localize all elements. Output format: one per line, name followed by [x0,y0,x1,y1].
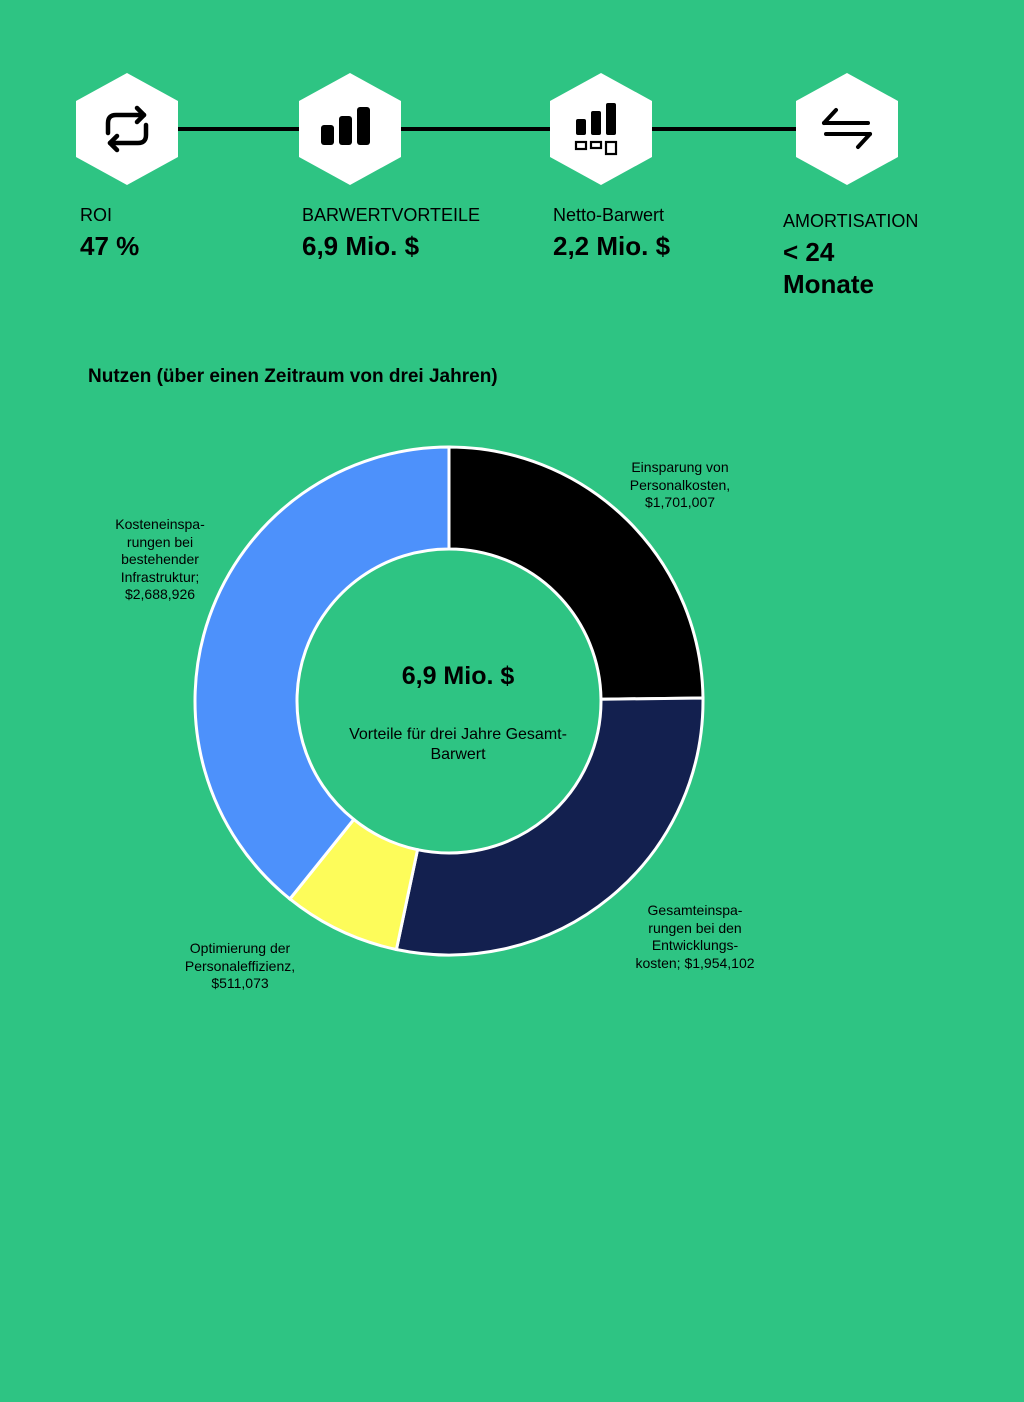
repeat-icon [105,105,149,153]
label-line: rungen bei [126,533,194,550]
slice-personalkosten [447,445,705,701]
label-line: $511,073 [211,975,269,991]
metric-label: AMORTISATION [783,211,919,231]
label-line: Entwicklungs- [651,937,739,953]
slice-label-infrastruktur: Kosteneinspa- rungen bei bestehender Inf… [90,516,230,604]
label-line: kosten; $1,954,102 [635,954,755,971]
metric-value: 47 % [80,231,140,261]
connector-line [150,127,850,131]
exchange-arrows-icon [822,108,872,149]
metric-value: 6,9 Mio. $ [302,231,420,261]
netto-barwert-hexagon [550,73,652,185]
label-line: Kosteneinspa- [115,516,205,532]
metric-value-line: Monate [783,269,874,299]
slice-label-personalkosten: Einsparung von Personalkosten, $1,701,00… [600,459,760,512]
label-line: Infrastruktur; [120,568,200,585]
metric-value-line: < 24 [783,237,835,267]
amortisation-hexagon [796,73,898,185]
label-line: Personalkosten, [629,476,731,493]
barwert-hexagon [299,73,401,185]
center-label: Vorteile für drei Jahre Gesamt-Barwert [349,726,567,763]
label-line: $2,688,926 [124,586,196,602]
metric-barwertvorteile: BARWERTVORTEILE 6,9 Mio. $ [302,204,480,262]
slice-label-personaleffizienz: Optimierung der Personaleffizienz, $511,… [165,940,315,993]
roi-hexagon [76,73,178,185]
label-line: bestehender [121,551,199,567]
metric-value: 2,2 Mio. $ [553,231,671,261]
metric-label: ROI [80,205,113,225]
metric-roi: ROI 47 % [80,204,139,262]
slice-infrastruktur [193,445,451,902]
label-line: Personaleffizienz, [184,957,296,974]
label-line: Einsparung von [631,459,729,475]
metric-value: < 24 Monate [783,236,918,300]
metric-label: BARWERTVORTEILE [302,205,481,225]
chart-title: Nutzen (über einen Zeitraum von drei Jah… [88,366,498,387]
metric-amortisation: AMORTISATION < 24 Monate [783,210,918,300]
metric-label: Netto-Barwert [553,205,665,225]
slice-entwicklungskosten [394,696,705,957]
slice-label-entwicklungskosten: Gesamteinspa- rungen bei den Entwicklung… [605,902,785,972]
label-line: Gesamteinspa- [647,902,743,918]
metric-netto-barwert: Netto-Barwert 2,2 Mio. $ [553,204,670,262]
label-line: rungen bei den [648,919,742,936]
bar-chart-boxes-icon [574,103,618,156]
label-line: Optimierung der [189,940,291,956]
center-value: 6,9 Mio. $ [401,662,515,690]
bar-chart-icon [321,107,370,145]
label-line: $1,701,007 [644,494,716,510]
